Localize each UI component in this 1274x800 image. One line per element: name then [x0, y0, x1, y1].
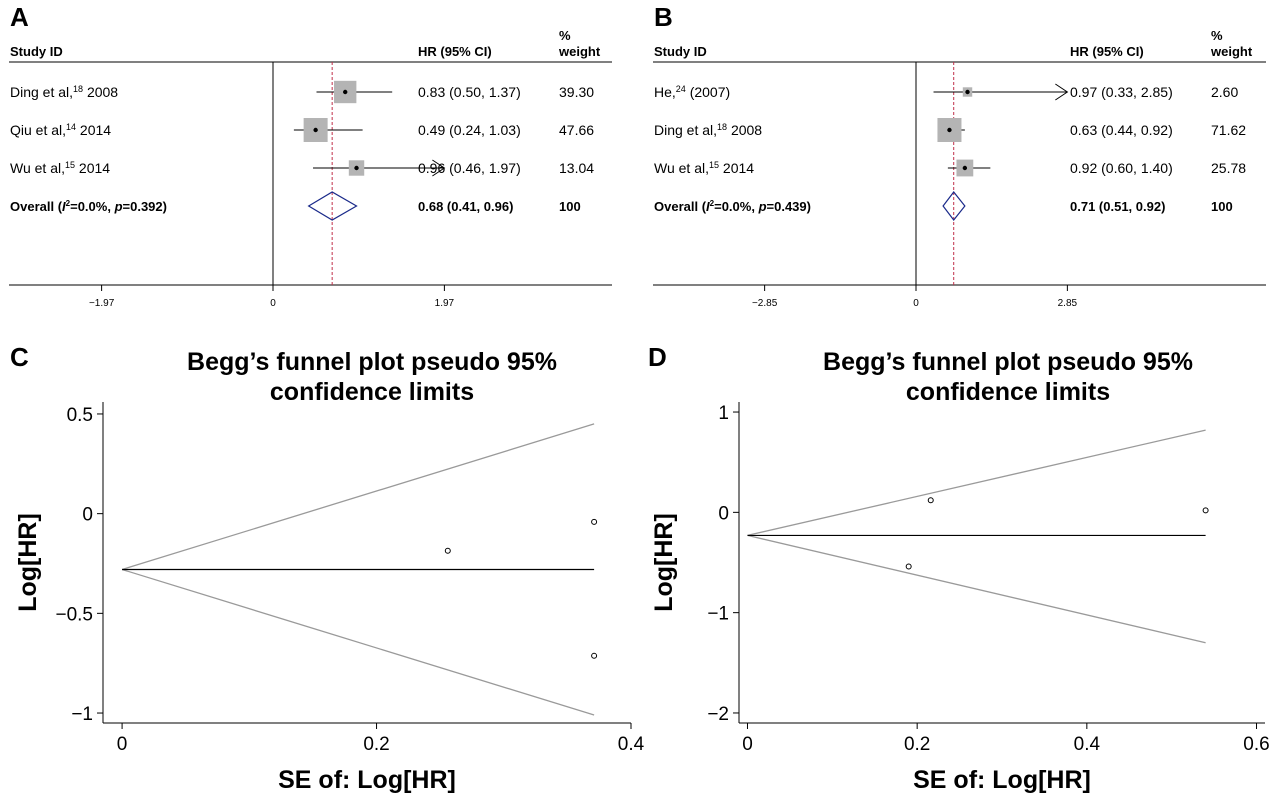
hr-ci-value: 0.97 (0.33, 2.85): [1070, 84, 1173, 100]
point-estimate: [962, 165, 968, 171]
chart-title: Begg’s funnel plot pseudo 95%: [187, 348, 557, 376]
x-axis-label: SE of: Log[HR]: [278, 766, 456, 794]
weight-value: 25.78: [1211, 160, 1246, 176]
y-tick-label: −1: [707, 604, 729, 625]
overall-diamond: [942, 191, 966, 221]
study-point: [591, 652, 598, 659]
study-label: Wu et al,15 2014: [654, 160, 754, 176]
weight-value: 13.04: [559, 160, 594, 176]
x-tick-label: 0: [913, 298, 919, 309]
x-tick-label: −1.97: [89, 298, 115, 309]
header-study-id: Study ID: [654, 44, 707, 59]
ci-arrow: [1055, 83, 1069, 101]
ci-arrow: [432, 159, 446, 177]
overall-diamond: [307, 191, 358, 221]
study-point: [1202, 507, 1209, 514]
y-tick-label: 0: [82, 505, 93, 526]
overall-weight: 100: [1211, 199, 1233, 214]
study-point: [905, 563, 912, 570]
header-hr-ci: HR (95% CI): [1070, 44, 1144, 59]
point-estimate: [313, 127, 318, 133]
forest-plot-a-svg: Study ID HR (95% CI)%weight Ding et al,18 …: [9, 28, 612, 309]
lower-confidence-limit: [747, 534, 1206, 644]
y-tick-label: −0.5: [55, 604, 93, 625]
funnel-plot-c: C Begg’s funnel plot pseudo 95% confidenc…: [0, 330, 645, 800]
x-tick-label: 0.6: [1243, 734, 1269, 755]
overall-label: Overall (I2=0.0%, p=0.392): [10, 199, 167, 214]
overall-hr-ci: 0.71 (0.51, 0.92): [1070, 199, 1165, 214]
x-axis-label: SE of: Log[HR]: [913, 766, 1091, 794]
hr-ci-value: 0.63 (0.44, 0.92): [1070, 122, 1173, 138]
x-tick-label: 0.2: [904, 734, 930, 755]
y-tick-label: 1: [718, 403, 729, 424]
study-label: Ding et al,18 2008: [10, 84, 118, 100]
y-tick-label: −2: [707, 704, 729, 725]
overall-weight: 100: [559, 199, 581, 214]
x-tick-label: 2.85: [1058, 298, 1078, 309]
hr-ci-value: 0.92 (0.60, 1.40): [1070, 160, 1173, 176]
study-label: Wu et al,15 2014: [10, 160, 110, 176]
header-study-id: Study ID: [10, 44, 63, 59]
forest-plot-a: A Study ID HR (95% CI)% weight Ding et al,1…: [0, 0, 637, 330]
chart-title: confidence limits: [270, 378, 474, 406]
panel-label-d: D: [648, 342, 667, 372]
header-weight-pct: %: [1211, 28, 1223, 43]
x-tick-label: 0: [117, 734, 128, 755]
overall-label: Overall (I2=0.0%, p=0.439): [654, 199, 811, 214]
y-tick-label: 0.5: [67, 405, 93, 426]
panel-label-b: B: [654, 2, 673, 32]
study-label: He,24 (2007): [654, 84, 730, 100]
x-tick-label: 0.4: [618, 734, 645, 755]
study-point: [927, 497, 934, 504]
forest-plot-b: B Study ID HR (95% CI)% weight He,24 (2007)…: [645, 0, 1274, 330]
header-weight: weight: [558, 44, 601, 59]
funnel-plot-c-svg: Begg’s funnel plot pseudo 95%confidence …: [14, 348, 645, 794]
overall-hr-ci: 0.68 (0.41, 0.96): [418, 199, 513, 214]
y-tick-label: 0: [718, 503, 729, 524]
lower-confidence-limit: [121, 568, 595, 716]
study-label: Qiu et al,14 2014: [10, 122, 111, 138]
x-tick-label: 1.97: [435, 298, 455, 309]
x-tick-label: 0: [270, 298, 276, 309]
x-tick-label: 0.2: [363, 734, 389, 755]
upper-confidence-limit: [747, 429, 1206, 537]
funnel-plot-d-svg: Begg’s funnel plot pseudo 95%confidence …: [650, 348, 1270, 794]
header-hr-ci: HR (95% CI): [418, 44, 492, 59]
x-tick-label: 0.4: [1074, 734, 1101, 755]
x-tick-label: −2.85: [752, 298, 778, 309]
funnel-plot-d: D Begg’s funnel plot pseudo 95% confidenc…: [640, 330, 1274, 800]
forest-plot-b-svg: Study ID HR (95% CI)%weight He,24 (2007) 0.…: [653, 28, 1266, 309]
study-point: [444, 547, 451, 554]
panel-label-c: C: [10, 342, 29, 372]
weight-value: 39.30: [559, 84, 594, 100]
y-axis-label: Log[HR]: [650, 513, 678, 612]
point-estimate: [965, 89, 970, 95]
header-weight-pct: %: [559, 28, 571, 43]
weight-value: 71.62: [1211, 122, 1246, 138]
y-tick-label: −1: [71, 704, 93, 725]
study-label: Ding et al,18 2008: [654, 122, 762, 138]
hr-ci-value: 0.49 (0.24, 1.03): [418, 122, 521, 138]
header-weight: weight: [1210, 44, 1253, 59]
upper-confidence-limit: [121, 423, 595, 571]
x-tick-label: 0: [742, 734, 753, 755]
chart-title: Begg’s funnel plot pseudo 95%: [823, 348, 1193, 376]
hr-ci-value: 0.96 (0.46, 1.97): [418, 160, 521, 176]
point-estimate: [354, 165, 359, 171]
study-point: [591, 518, 598, 525]
weight-value: 2.60: [1211, 84, 1238, 100]
point-estimate: [947, 127, 952, 133]
chart-title: confidence limits: [906, 378, 1110, 406]
panel-label-a: A: [10, 2, 29, 32]
y-axis-label: Log[HR]: [14, 513, 42, 612]
hr-ci-value: 0.83 (0.50, 1.37): [418, 84, 521, 100]
point-estimate: [343, 89, 348, 95]
weight-value: 47.66: [559, 122, 594, 138]
